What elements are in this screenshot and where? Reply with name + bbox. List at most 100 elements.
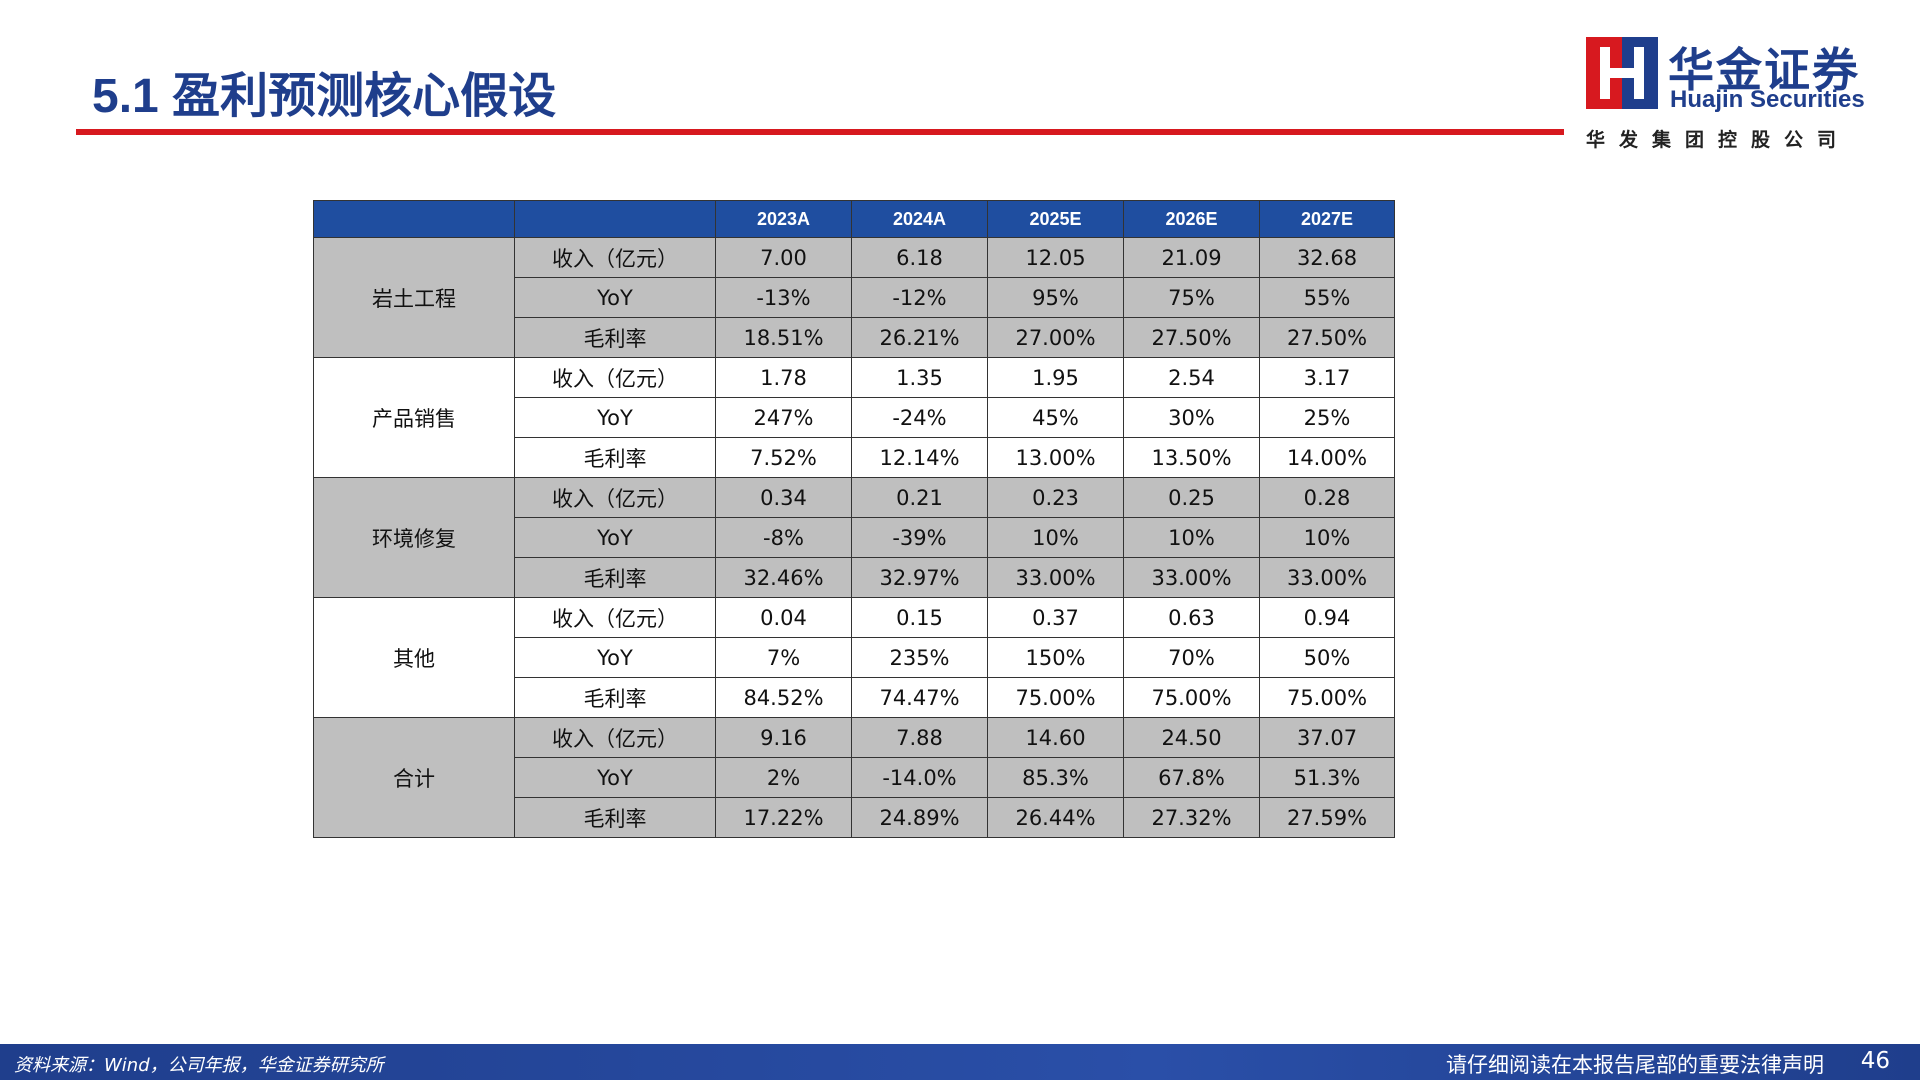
value-cell: 84.52% <box>715 677 852 718</box>
metric-label: 毛利率 <box>514 677 716 718</box>
data-row: 产品销售 收入（亿元） 1.78 1.35 1.95 2.54 3.17 <box>313 357 1395 478</box>
data-row: YoY -13% -12% 95% 75% 55% <box>314 277 1395 318</box>
value-cell: 1.35 <box>851 357 988 398</box>
disclaimer: 请仔细阅读在本报告尾部的重要法律声明 <box>1446 1053 1824 1077</box>
value-cell: 0.25 <box>1123 477 1260 518</box>
value-cell: 27.50% <box>1123 317 1260 358</box>
value-cell: 70% <box>1123 637 1260 678</box>
value-cell: 25% <box>1259 397 1395 438</box>
value-cell: 7% <box>715 637 852 678</box>
metric-label: YoY <box>514 757 716 798</box>
value-cell: 1.95 <box>987 357 1124 398</box>
value-cell: -39% <box>851 517 988 558</box>
data-row: 毛利率 18.51% 26.21% 27.00% 27.50% 27.50% <box>314 317 1395 358</box>
value-cell: 17.22% <box>715 797 852 838</box>
value-cell: 55% <box>1259 277 1395 318</box>
value-cell: 50% <box>1259 637 1395 678</box>
year-header: 2026E <box>1123 200 1260 238</box>
value-cell: 0.28 <box>1259 477 1395 518</box>
value-cell: 13.00% <box>987 437 1124 478</box>
value-cell: 247% <box>715 397 852 438</box>
value-cell: 33.00% <box>987 557 1124 598</box>
value-cell: 7.52% <box>715 437 852 478</box>
value-cell: 24.89% <box>851 797 988 838</box>
metric-label: YoY <box>514 517 716 558</box>
value-cell: 27.00% <box>987 317 1124 358</box>
data-row: YoY 7% 235% 150% 70% 50% <box>314 637 1395 678</box>
metric-label: 收入（亿元） <box>514 477 716 518</box>
segment-name: 合计 <box>313 717 515 838</box>
value-cell: 0.63 <box>1123 597 1260 638</box>
segment-name: 环境修复 <box>313 477 515 598</box>
data-row: 毛利率 84.52% 74.47% 75.00% 75.00% 75.00% <box>314 677 1395 718</box>
value-cell: 24.50 <box>1123 717 1260 758</box>
value-cell: 32.68 <box>1259 237 1395 278</box>
data-row: 毛利率 32.46% 32.97% 33.00% 33.00% 33.00% <box>314 557 1395 598</box>
value-cell: 37.07 <box>1259 717 1395 758</box>
year-header: 2025E <box>987 200 1124 238</box>
value-cell: 75.00% <box>1259 677 1395 718</box>
value-cell: 0.04 <box>715 597 852 638</box>
value-cell: 10% <box>987 517 1124 558</box>
metric-label: 毛利率 <box>514 437 716 478</box>
value-cell: 45% <box>987 397 1124 438</box>
metric-label: 收入（亿元） <box>514 717 716 758</box>
value-cell: 74.47% <box>851 677 988 718</box>
value-cell: 14.60 <box>987 717 1124 758</box>
value-cell: -8% <box>715 517 852 558</box>
footer-bar: 资料来源：Wind，公司年报，华金证券研究所 请仔细阅读在本报告尾部的重要法律声… <box>0 1044 1920 1080</box>
year-header: 2023A <box>715 200 852 238</box>
value-cell: 12.05 <box>987 237 1124 278</box>
value-cell: 32.46% <box>715 557 852 598</box>
value-cell: 32.97% <box>851 557 988 598</box>
value-cell: 150% <box>987 637 1124 678</box>
value-cell: 12.14% <box>851 437 988 478</box>
header-row: 2023A 2024A 2025E 2026E 2027E <box>313 200 1395 238</box>
value-cell: 9.16 <box>715 717 852 758</box>
value-cell: 0.21 <box>851 477 988 518</box>
value-cell: 0.94 <box>1259 597 1395 638</box>
value-cell: -13% <box>715 277 852 318</box>
value-cell: 51.3% <box>1259 757 1395 798</box>
value-cell: -12% <box>851 277 988 318</box>
data-row: 其他 收入（亿元） 0.04 0.15 0.37 0.63 0.94 <box>313 597 1395 718</box>
value-cell: 27.59% <box>1259 797 1395 838</box>
value-cell: 10% <box>1123 517 1260 558</box>
value-cell: 7.88 <box>851 717 988 758</box>
value-cell: 26.21% <box>851 317 988 358</box>
metric-label: YoY <box>514 277 716 318</box>
value-cell: 95% <box>987 277 1124 318</box>
slide-title: 5.1 盈利预测核心假设 <box>92 70 557 123</box>
value-cell: 2% <box>715 757 852 798</box>
data-row: YoY -8% -39% 10% 10% 10% <box>314 517 1395 558</box>
metric-label: 收入（亿元） <box>514 597 716 638</box>
value-cell: 10% <box>1259 517 1395 558</box>
value-cell: 0.15 <box>851 597 988 638</box>
value-cell: 18.51% <box>715 317 852 358</box>
value-cell: 75.00% <box>1123 677 1260 718</box>
data-row: YoY 2% -14.0% 85.3% 67.8% 51.3% <box>314 757 1395 798</box>
value-cell: 85.3% <box>987 757 1124 798</box>
value-cell: -24% <box>851 397 988 438</box>
segment-name: 岩土工程 <box>313 237 515 358</box>
value-cell: 13.50% <box>1123 437 1260 478</box>
metric-label: 毛利率 <box>514 557 716 598</box>
value-cell: 3.17 <box>1259 357 1395 398</box>
logo-english: Huajin Securities <box>1670 86 1865 113</box>
title-rule <box>76 129 1564 135</box>
value-cell: 7.00 <box>715 237 852 278</box>
value-cell: 27.32% <box>1123 797 1260 838</box>
header-cell <box>313 200 515 238</box>
source-note: 资料来源：Wind，公司年报，华金证券研究所 <box>14 1055 384 1076</box>
data-row: 环境修复 收入（亿元） 0.34 0.21 0.23 0.25 0.28 <box>313 477 1395 598</box>
value-cell: 33.00% <box>1259 557 1395 598</box>
logo-group: 华发集团控股公司 <box>1586 129 1851 151</box>
value-cell: 1.78 <box>715 357 852 398</box>
value-cell: 235% <box>851 637 988 678</box>
value-cell: 75.00% <box>987 677 1124 718</box>
year-header: 2027E <box>1259 200 1395 238</box>
value-cell: 75% <box>1123 277 1260 318</box>
value-cell: 0.37 <box>987 597 1124 638</box>
forecast-table: 2023A 2024A 2025E 2026E 2027E 岩土工程收入（亿元） 7.00… <box>313 200 1395 838</box>
